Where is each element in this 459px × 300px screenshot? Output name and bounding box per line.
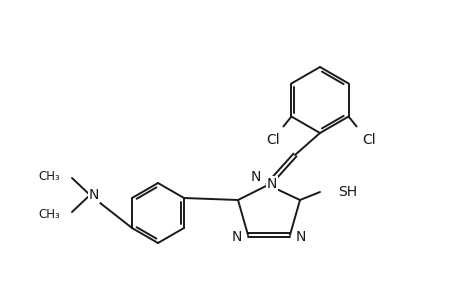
Text: N: N [266, 177, 277, 191]
Text: N: N [89, 188, 99, 202]
Text: CH₃: CH₃ [38, 208, 60, 220]
Text: Cl: Cl [361, 133, 375, 146]
Text: SH: SH [337, 185, 356, 199]
Text: CH₃: CH₃ [38, 169, 60, 182]
Text: N: N [231, 230, 241, 244]
Text: N: N [295, 230, 306, 244]
Text: N: N [250, 170, 261, 184]
Text: Cl: Cl [266, 133, 280, 146]
